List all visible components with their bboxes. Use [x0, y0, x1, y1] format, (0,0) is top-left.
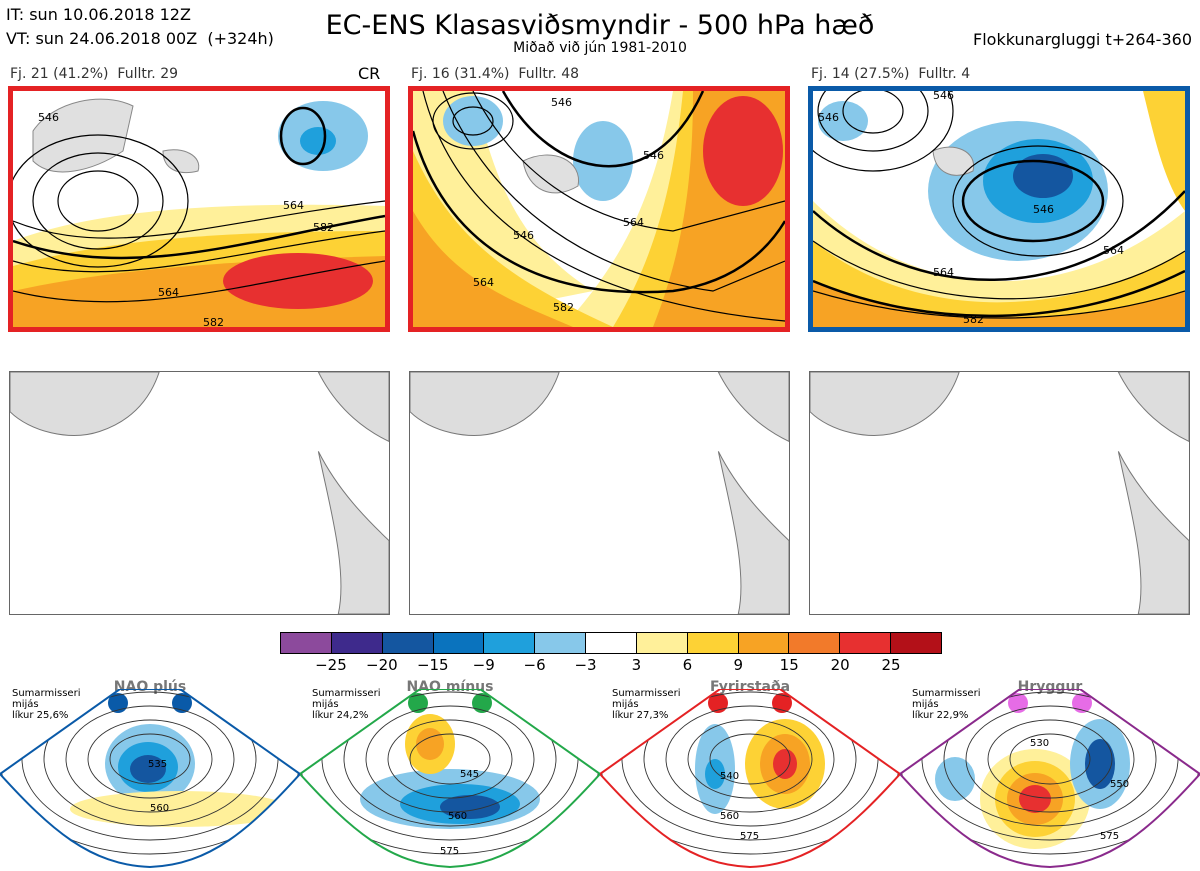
colorbar-swatch [484, 633, 536, 653]
colorbar-swatch [586, 633, 637, 653]
colorbar-swatch [331, 633, 383, 653]
contour-label: 546 [1033, 203, 1054, 216]
colorbar [280, 632, 942, 654]
init-time: IT: sun 10.06.2018 12Z [6, 5, 191, 24]
colorbar-swatch [738, 633, 790, 653]
contour-label: 575 [1100, 831, 1119, 842]
regime-map: 530 550 575 [900, 689, 1200, 869]
colorbar-swatch [382, 633, 434, 653]
cluster-1-label: Fj. 21 (41.2%) Fulltr. 29 [10, 66, 179, 82]
colorbar-swatch [687, 633, 739, 653]
contour-label: 546 [551, 96, 572, 109]
base-map-3 [809, 371, 1190, 615]
regime-probability: Sumarmisseri mijás líkur 24,2% [312, 688, 381, 721]
regime-map: 545 560 575 [300, 689, 600, 869]
contour-label: 575 [440, 846, 459, 857]
regime-title: Hryggur [1017, 679, 1083, 695]
regime-marker-dot [772, 693, 792, 713]
contour-label: 575 [740, 831, 759, 842]
regime-title: NAO mínus [406, 679, 494, 695]
contour-label: 564 [283, 199, 304, 212]
regime-marker-dot [472, 693, 492, 713]
regime-marker-dot [408, 693, 428, 713]
contour-label: 540 [720, 771, 739, 782]
colorbar-tick-label: −15 [416, 656, 449, 674]
regime-marker-dot [172, 693, 192, 713]
cluster-1-map: 546 564 582 564 582 [8, 86, 390, 332]
colorbar-tick-label: 6 [682, 656, 693, 674]
cluster-1-tag: CR [358, 64, 381, 83]
contour-label: 560 [150, 803, 169, 814]
contour-label: 582 [553, 301, 574, 314]
colorbar-swatch [636, 633, 688, 653]
regime-marker-dot [1072, 693, 1092, 713]
contour-label: 546 [818, 111, 839, 124]
cluster-3-map: 546 546 546 564 564 582 [808, 86, 1190, 332]
contour-label: 546 [933, 91, 954, 102]
colorbar-swatch [840, 633, 892, 653]
colorbar-swatch [433, 633, 485, 653]
base-map-2 [409, 371, 790, 615]
valid-time: VT: sun 24.06.2018 00Z (+324h) [6, 29, 274, 48]
contour-label: 564 [933, 266, 954, 279]
colorbar-tick-label: −6 [523, 656, 546, 674]
contour-label: 545 [460, 769, 479, 780]
contour-label: 550 [1110, 779, 1129, 790]
regime-title: NAO plús [113, 679, 187, 695]
colorbar-tick-label: −20 [366, 656, 398, 674]
cluster-2-label: Fj. 16 (31.4%) Fulltr. 48 [411, 66, 580, 82]
contour-label: 582 [313, 221, 334, 234]
colorbar-swatch [535, 633, 587, 653]
regime-map: 535 560 [0, 689, 300, 869]
colorbar-swatch [891, 633, 941, 653]
colorbar-tick-label: −9 [472, 656, 495, 674]
colorbar-tick-label: 3 [631, 656, 642, 674]
contour-label: 564 [473, 276, 494, 289]
colorbar-swatch [281, 633, 332, 653]
regime-marker-dot [1008, 693, 1028, 713]
cluster-3-label: Fj. 14 (27.5%) Fulltr. 4 [811, 66, 971, 82]
regime-probability: Sumarmisseri mijás líkur 22,9% [912, 688, 981, 721]
classification-window: Flokkunargluggi t+264-360 [973, 30, 1192, 49]
regime-title: Fyrirstaða [709, 679, 791, 695]
contour-label: 546 [513, 229, 534, 242]
cluster-2-map: 546 546 546 564 564 582 [408, 86, 790, 332]
colorbar-swatch [789, 633, 841, 653]
regime-probability: Sumarmisseri mijás líkur 27,3% [612, 688, 681, 721]
contour-label: 535 [148, 759, 167, 770]
base-map-1 [9, 371, 390, 615]
colorbar-tick-label: −25 [315, 656, 347, 674]
colorbar-tick-label: 20 [830, 656, 850, 674]
colorbar-tick-label: 15 [779, 656, 799, 674]
regime-marker-dot [108, 693, 128, 713]
contour-label: 582 [963, 313, 984, 326]
contour-label: 564 [158, 286, 179, 299]
page-title: EC-ENS Klasasviðsmyndir - 500 hPa hæð [325, 10, 875, 41]
contour-label: 546 [643, 149, 664, 162]
contour-label: 564 [1103, 244, 1124, 257]
regime-marker-dot [708, 693, 728, 713]
colorbar-tick-label: 25 [881, 656, 901, 674]
regime-probability: Sumarmisseri mijás líkur 25,6% [12, 688, 81, 721]
colorbar-tick-label: −3 [574, 656, 597, 674]
page-subtitle: Miðað við jún 1981-2010 [513, 40, 687, 56]
contour-label: 560 [448, 811, 467, 822]
contour-label: 560 [720, 811, 739, 822]
contour-label: 564 [623, 216, 644, 229]
contour-label: 546 [38, 111, 59, 124]
contour-label: 530 [1030, 738, 1049, 749]
colorbar-tick-label: 9 [733, 656, 744, 674]
contour-label: 582 [203, 316, 224, 327]
